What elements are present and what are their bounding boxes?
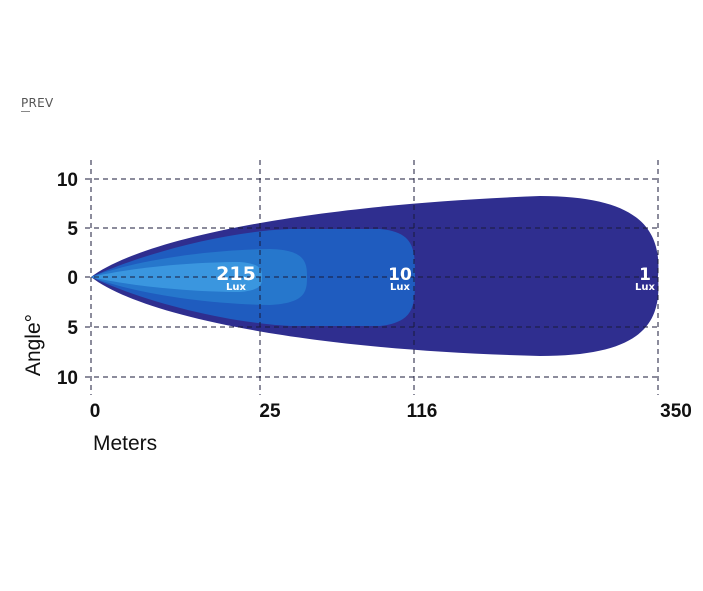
x-tick-label: 350 — [660, 401, 692, 422]
prev-link[interactable]: PREV — [21, 96, 54, 112]
x-tick-label: 25 — [259, 401, 281, 422]
lux-unit-label: Lux — [390, 282, 410, 293]
x-axis-label: Meters — [93, 432, 157, 455]
lux-value-label: 215 — [216, 263, 256, 285]
y-axis-label: Angle° — [22, 314, 45, 376]
lux-value-label: 1 — [639, 265, 651, 285]
lux-unit-label: Lux — [226, 282, 246, 293]
x-tick-label: 116 — [407, 401, 438, 422]
x-tick-label: 0 — [90, 401, 101, 422]
prev-underline — [21, 111, 30, 112]
y-tick-label: 0 — [67, 268, 78, 289]
prev-label: PREV — [21, 96, 54, 110]
y-tick-label: 5 — [67, 219, 78, 240]
y-tick-label: 10 — [57, 170, 78, 191]
y-tick-label: 10 — [57, 368, 78, 389]
y-tick-label: 5 — [67, 318, 78, 339]
lux-value-label: 10 — [388, 265, 412, 285]
lux-unit-label: Lux — [635, 282, 655, 293]
